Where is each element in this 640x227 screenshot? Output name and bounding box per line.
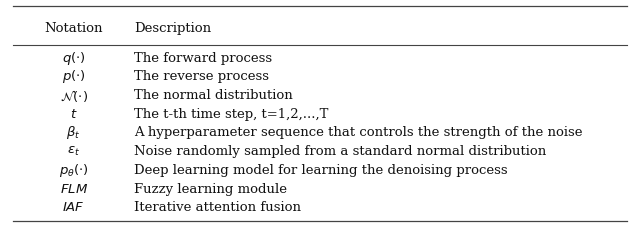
Text: $\epsilon_t$: $\epsilon_t$ (67, 144, 80, 158)
Text: A hyperparameter sequence that controls the strength of the noise: A hyperparameter sequence that controls … (134, 126, 583, 139)
Text: $\mathcal{N}(\cdot)$: $\mathcal{N}(\cdot)$ (60, 87, 88, 103)
Text: Notation: Notation (44, 22, 103, 35)
Text: The normal distribution: The normal distribution (134, 89, 293, 102)
Text: $q(\cdot)$: $q(\cdot)$ (61, 49, 86, 66)
Text: $p(\cdot)$: $p(\cdot)$ (61, 68, 86, 85)
Text: The reverse process: The reverse process (134, 70, 269, 83)
Text: Fuzzy learning module: Fuzzy learning module (134, 182, 287, 195)
Text: $IAF$: $IAF$ (62, 200, 85, 213)
Text: $\beta_t$: $\beta_t$ (67, 124, 81, 141)
Text: The t-th time step, t=1,2,...,T: The t-th time step, t=1,2,...,T (134, 107, 329, 120)
Text: Noise randomly sampled from a standard normal distribution: Noise randomly sampled from a standard n… (134, 144, 547, 158)
Text: Description: Description (134, 22, 212, 35)
Text: $t$: $t$ (70, 107, 77, 120)
Text: The forward process: The forward process (134, 51, 273, 64)
Text: Deep learning model for learning the denoising process: Deep learning model for learning the den… (134, 163, 508, 176)
Text: $FLM$: $FLM$ (60, 182, 88, 195)
Text: Iterative attention fusion: Iterative attention fusion (134, 200, 301, 213)
Text: $p_{\theta}(\cdot)$: $p_{\theta}(\cdot)$ (59, 161, 88, 178)
